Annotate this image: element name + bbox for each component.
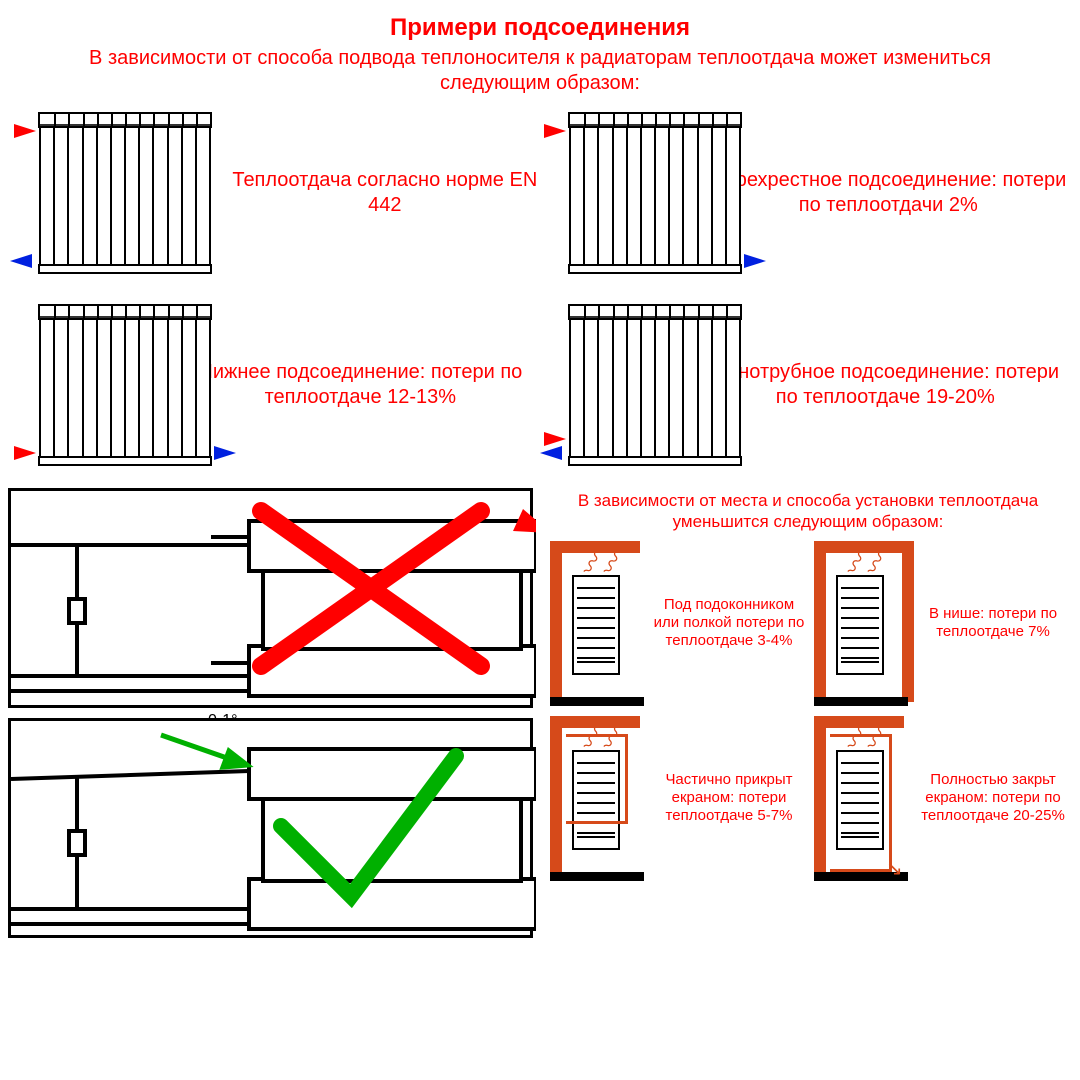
outlet-arrow-icon [10, 254, 32, 268]
install-case-3: 〰〰↘Полностью закрьт екраном: потери по т… [808, 716, 1072, 881]
wall-radiator-icon: 〰〰↘ [808, 716, 908, 881]
connection-2: Нижнее подсоединение: потери по теплоотд… [10, 300, 540, 470]
pipe-diagram-wrong [8, 488, 533, 708]
pipe-diagram-correct [8, 718, 533, 938]
connection-label: Перехрестное подсоединение: потери по те… [707, 168, 1070, 218]
install-grid: 〰〰Под подоконником или полкой потери по … [544, 541, 1072, 891]
wall-radiator-icon: 〰〰 [544, 716, 644, 881]
install-case-label: Под подоконником или полкой потери по те… [650, 596, 808, 650]
outlet-arrow-icon [744, 254, 766, 268]
connection-label: Нижнее подсоединение: потери по теплоотд… [181, 360, 540, 410]
install-case-label: Полностью закрьт екраном: потери по тепл… [914, 771, 1072, 825]
connection-grid: Теплоотдача согласно норме EN 442 Перехре… [0, 104, 1080, 488]
outlet-arrow-icon [214, 446, 236, 460]
connection-1: Перехрестное подсоединение: потери по те… [540, 108, 1070, 278]
connection-label: Однотрубное подсоединение: потери по теп… [701, 360, 1070, 410]
connection-label: Теплоотдача согласно норме EN 442 [230, 168, 540, 218]
connection-3: Однотрубное подсоединение: потери по теп… [540, 300, 1070, 470]
inlet-arrow-icon [544, 432, 566, 446]
page-title: Примери подсоединения [0, 0, 1080, 42]
install-case-label: Частично прикрыт екраном: потери теплоот… [650, 771, 808, 825]
pipe-diagrams-column: 0-1° [8, 488, 538, 938]
install-subtitle: В зависимости от места и способа установ… [544, 488, 1072, 541]
page-subtitle: В зависимости от способа подвода теплоно… [0, 42, 1080, 104]
screen-overlay-icon [830, 734, 892, 872]
outlet-arrow-icon [540, 446, 562, 460]
wall-radiator-icon: 〰〰 [544, 541, 644, 706]
install-case-0: 〰〰Под подоконником или полкой потери по … [544, 541, 808, 706]
wall-radiator-icon: 〰〰 [808, 541, 908, 706]
pipe-diagram-correct-wrap: 0-1° [8, 718, 538, 938]
inlet-arrow-icon [14, 446, 36, 460]
install-case-label: В нише: потери по теплоотдаче 7% [914, 605, 1072, 641]
install-section: 0-1° [0, 488, 1080, 938]
inlet-arrow-icon [14, 124, 36, 138]
install-case-1: 〰〰В нише: потери по теплоотдаче 7% [808, 541, 1072, 706]
connection-0: Теплоотдача согласно норме EN 442 [10, 108, 540, 278]
screen-overlay-icon [566, 734, 628, 824]
inlet-arrow-icon [544, 124, 566, 138]
install-case-2: 〰〰Частично прикрыт екраном: потери тепло… [544, 716, 808, 881]
